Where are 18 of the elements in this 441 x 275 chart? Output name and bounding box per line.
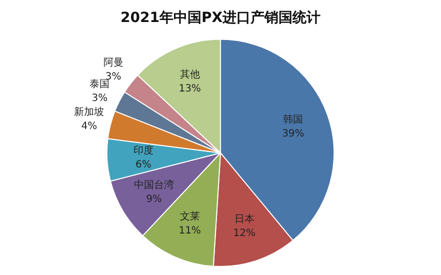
data-label: 12%: [233, 228, 256, 239]
slice-label: 新加坡: [74, 106, 104, 118]
slice-label: 日本: [234, 212, 254, 225]
data-label: 9%: [146, 194, 162, 205]
data-label: 11%: [178, 225, 201, 236]
slice-label: 印度: [133, 144, 154, 156]
slice-label: 阿曼: [103, 57, 124, 68]
slice-label: 其他: [180, 68, 200, 81]
data-label: 6%: [135, 159, 152, 170]
chart-title: 2021年中国PX进口产销国统计: [120, 9, 321, 26]
slice-label: 中国台湾: [134, 178, 174, 191]
slice-label: 韩国: [283, 113, 304, 126]
data-label: 13%: [178, 84, 201, 95]
slice-label: 文莱: [180, 210, 200, 222]
slice-label: 泰国: [90, 78, 110, 90]
data-label: 39%: [282, 128, 304, 140]
data-label: 4%: [81, 120, 98, 132]
data-label: 3%: [92, 92, 108, 104]
